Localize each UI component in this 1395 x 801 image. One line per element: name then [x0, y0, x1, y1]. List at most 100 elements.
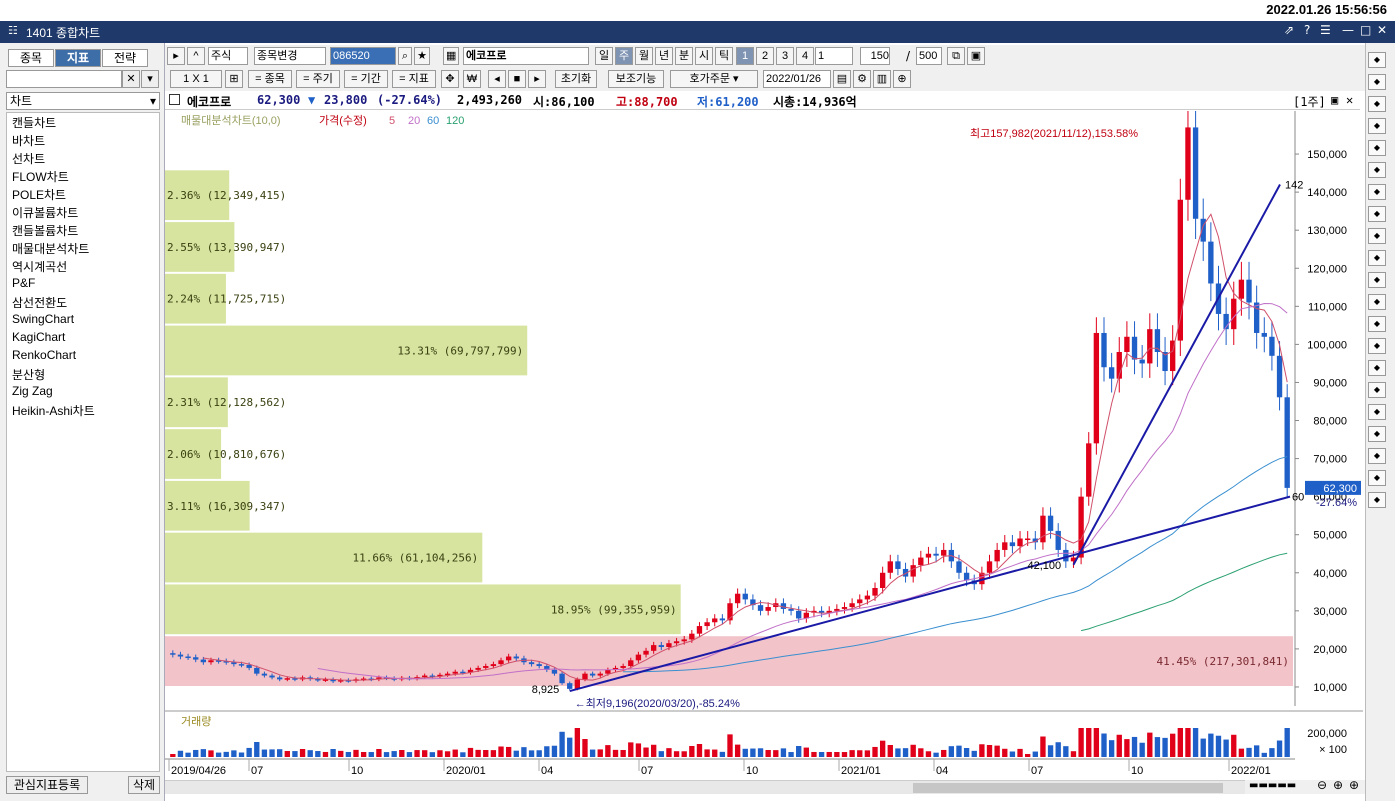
quote-order-select[interactable]: 호가주문 ▾ — [670, 70, 758, 88]
grid-layout-icon[interactable]: ⊞ — [225, 70, 243, 88]
multiplier-button[interactable]: 2 — [756, 47, 774, 65]
all-tools-icon[interactable]: ◆ — [1368, 52, 1386, 68]
close-icon[interactable]: ✕ — [1377, 23, 1388, 37]
period-button[interactable]: 시 — [695, 47, 713, 65]
chevron-up-icon[interactable]: ^ — [187, 47, 205, 65]
cross-icon[interactable]: ◆ — [1368, 162, 1386, 178]
category-select[interactable]: 차트 ▾ — [6, 92, 160, 110]
star-icon[interactable]: ★ — [414, 47, 430, 65]
pin-icon[interactable]: ⇗ — [1284, 23, 1295, 37]
chevron-down-icon[interactable]: ▾ — [141, 70, 159, 88]
count-input[interactable]: 150 — [860, 47, 890, 65]
list-item[interactable]: Heikin-Ashi차트 — [12, 404, 95, 418]
settings-icon[interactable]: ⚙ — [853, 70, 871, 88]
period-button[interactable]: 월 — [635, 47, 653, 65]
minimize-icon[interactable]: — — [1342, 23, 1354, 37]
symbol-change-select[interactable]: 종목변경 — [254, 47, 326, 65]
grid-icon[interactable]: ▦ — [443, 47, 459, 65]
reset-button[interactable]: 초기화 — [555, 70, 597, 88]
line-icon[interactable]: ◆ — [1368, 118, 1386, 134]
search-input[interactable] — [6, 70, 122, 88]
search-zoom-icon[interactable]: ◆ — [1368, 426, 1386, 442]
grid-lines-icon[interactable]: ◆ — [1368, 338, 1386, 354]
period-button[interactable]: 분 — [675, 47, 693, 65]
register-indicator-button[interactable]: 관심지표등록 — [6, 776, 88, 794]
prev-icon[interactable]: ◂ — [488, 70, 506, 88]
horizontal-scrollbar[interactable] — [165, 780, 1245, 794]
close-chart-icon[interactable]: ✕ — [1346, 93, 1354, 107]
move-icon[interactable]: ✥ — [441, 70, 459, 88]
zoom-fit-icon[interactable]: ⊕ — [1349, 778, 1360, 792]
sync-period-button[interactable]: = 주기 — [296, 70, 340, 88]
search-icon[interactable]: ⌕ — [398, 47, 412, 65]
undo-icon[interactable]: ◆ — [1368, 470, 1386, 486]
window-menu-icon[interactable]: ☷ — [8, 24, 18, 37]
list-item[interactable]: 이큐볼륨차트 — [12, 206, 79, 220]
sync-range-button[interactable]: = 기간 — [344, 70, 388, 88]
fan-icon[interactable]: ◆ — [1368, 184, 1386, 200]
list-item[interactable]: 분산형 — [12, 368, 46, 382]
market-select[interactable]: 주식 — [208, 47, 248, 65]
zoom-out-icon[interactable]: ⊖ — [1317, 778, 1328, 792]
period-button[interactable]: 주 — [615, 47, 633, 65]
list-item[interactable]: 바차트 — [12, 134, 46, 148]
tab-strategy[interactable]: 전략 — [102, 49, 148, 67]
list-item[interactable]: 삼선전환도 — [12, 296, 68, 310]
list-item[interactable]: 매물대분석차트 — [12, 242, 90, 256]
play-icon[interactable]: ▸ — [167, 47, 185, 65]
multiplier-button[interactable]: 1 — [736, 47, 754, 65]
price-chart[interactable]: 매물대분석차트(10,0) 가격(수정) 5 20 60 120 2.36% (12,349… — [165, 111, 1363, 779]
select-icon[interactable]: ◆ — [1368, 492, 1386, 508]
multiplier-button[interactable]: 3 — [776, 47, 794, 65]
period-button[interactable]: 년 — [655, 47, 673, 65]
delete-button[interactable]: 삭제 — [128, 776, 160, 794]
zoom-slider[interactable]: ▬▬▬▬▬ — [1249, 780, 1297, 791]
interval-input[interactable]: 1 — [815, 47, 853, 65]
tab-indicator[interactable]: 지표 — [55, 49, 101, 67]
menu-icon[interactable]: ☰ — [1320, 23, 1331, 37]
currency-icon[interactable]: ₩ — [463, 70, 481, 88]
cycle-icon[interactable]: ◆ — [1368, 382, 1386, 398]
list-item[interactable]: 캔들차트 — [12, 116, 57, 130]
calendar-icon[interactable]: ▤ — [833, 70, 851, 88]
save-icon[interactable]: ▣ — [967, 47, 985, 65]
list-item[interactable]: Zig Zag — [12, 384, 53, 398]
maximize-chart-icon[interactable]: ▣ — [1331, 93, 1339, 107]
list-item[interactable]: KagiChart — [12, 330, 66, 344]
list-item[interactable]: RenkoChart — [12, 348, 77, 362]
table-icon[interactable]: ▥ — [873, 70, 891, 88]
sync-indicator-button[interactable]: = 지표 — [392, 70, 436, 88]
tool-icon[interactable]: ◆ — [1368, 74, 1386, 90]
sync-stock-button[interactable]: = 종목 — [248, 70, 292, 88]
zoom-in-icon[interactable]: ⊕ — [1333, 778, 1344, 792]
list-item[interactable]: 선차트 — [12, 152, 46, 166]
multiplier-button[interactable]: 4 — [796, 47, 814, 65]
new-window-icon[interactable]: ⧉ — [947, 47, 965, 65]
zigzag-icon[interactable]: ◆ — [1368, 206, 1386, 222]
total-input[interactable]: 500 — [916, 47, 942, 65]
list-item[interactable]: FLOW차트 — [12, 170, 69, 184]
list-item[interactable]: 역시계곡선 — [12, 260, 68, 274]
clear-icon[interactable]: ✕ — [122, 70, 140, 88]
scrollbar-thumb[interactable] — [913, 783, 1223, 793]
period-button[interactable]: 틱 — [715, 47, 733, 65]
channel-icon[interactable]: ◆ — [1368, 250, 1386, 266]
list-item[interactable]: P&F — [12, 276, 36, 290]
next-icon[interactable]: ▸ — [528, 70, 546, 88]
aux-function-button[interactable]: 보조기능 — [608, 70, 664, 88]
date-input[interactable]: 2022/01/26 — [763, 70, 831, 88]
pen-icon[interactable]: ◆ — [1368, 140, 1386, 156]
wave-icon[interactable]: ◆ — [1368, 360, 1386, 376]
stock-code-input[interactable]: 086520 — [330, 47, 396, 65]
window-titlebar[interactable]: ☷ 1401 종합차트 ⇗ ? ☰ — □ ✕ — [0, 21, 1395, 43]
list-item[interactable]: POLE차트 — [12, 188, 67, 202]
maximize-icon[interactable]: □ — [1360, 23, 1372, 37]
zoom-icon[interactable]: ⊕ — [893, 70, 911, 88]
help-icon[interactable]: ? — [1304, 23, 1311, 37]
tab-stock[interactable]: 종목 — [8, 49, 54, 67]
bars-icon[interactable]: ◆ — [1368, 228, 1386, 244]
all-delete-icon[interactable]: ◆ — [1368, 448, 1386, 464]
layout-button[interactable]: 1 X 1 — [170, 70, 222, 88]
pitchfork-icon[interactable]: ◆ — [1368, 316, 1386, 332]
fib-icon[interactable]: ◆ — [1368, 272, 1386, 288]
